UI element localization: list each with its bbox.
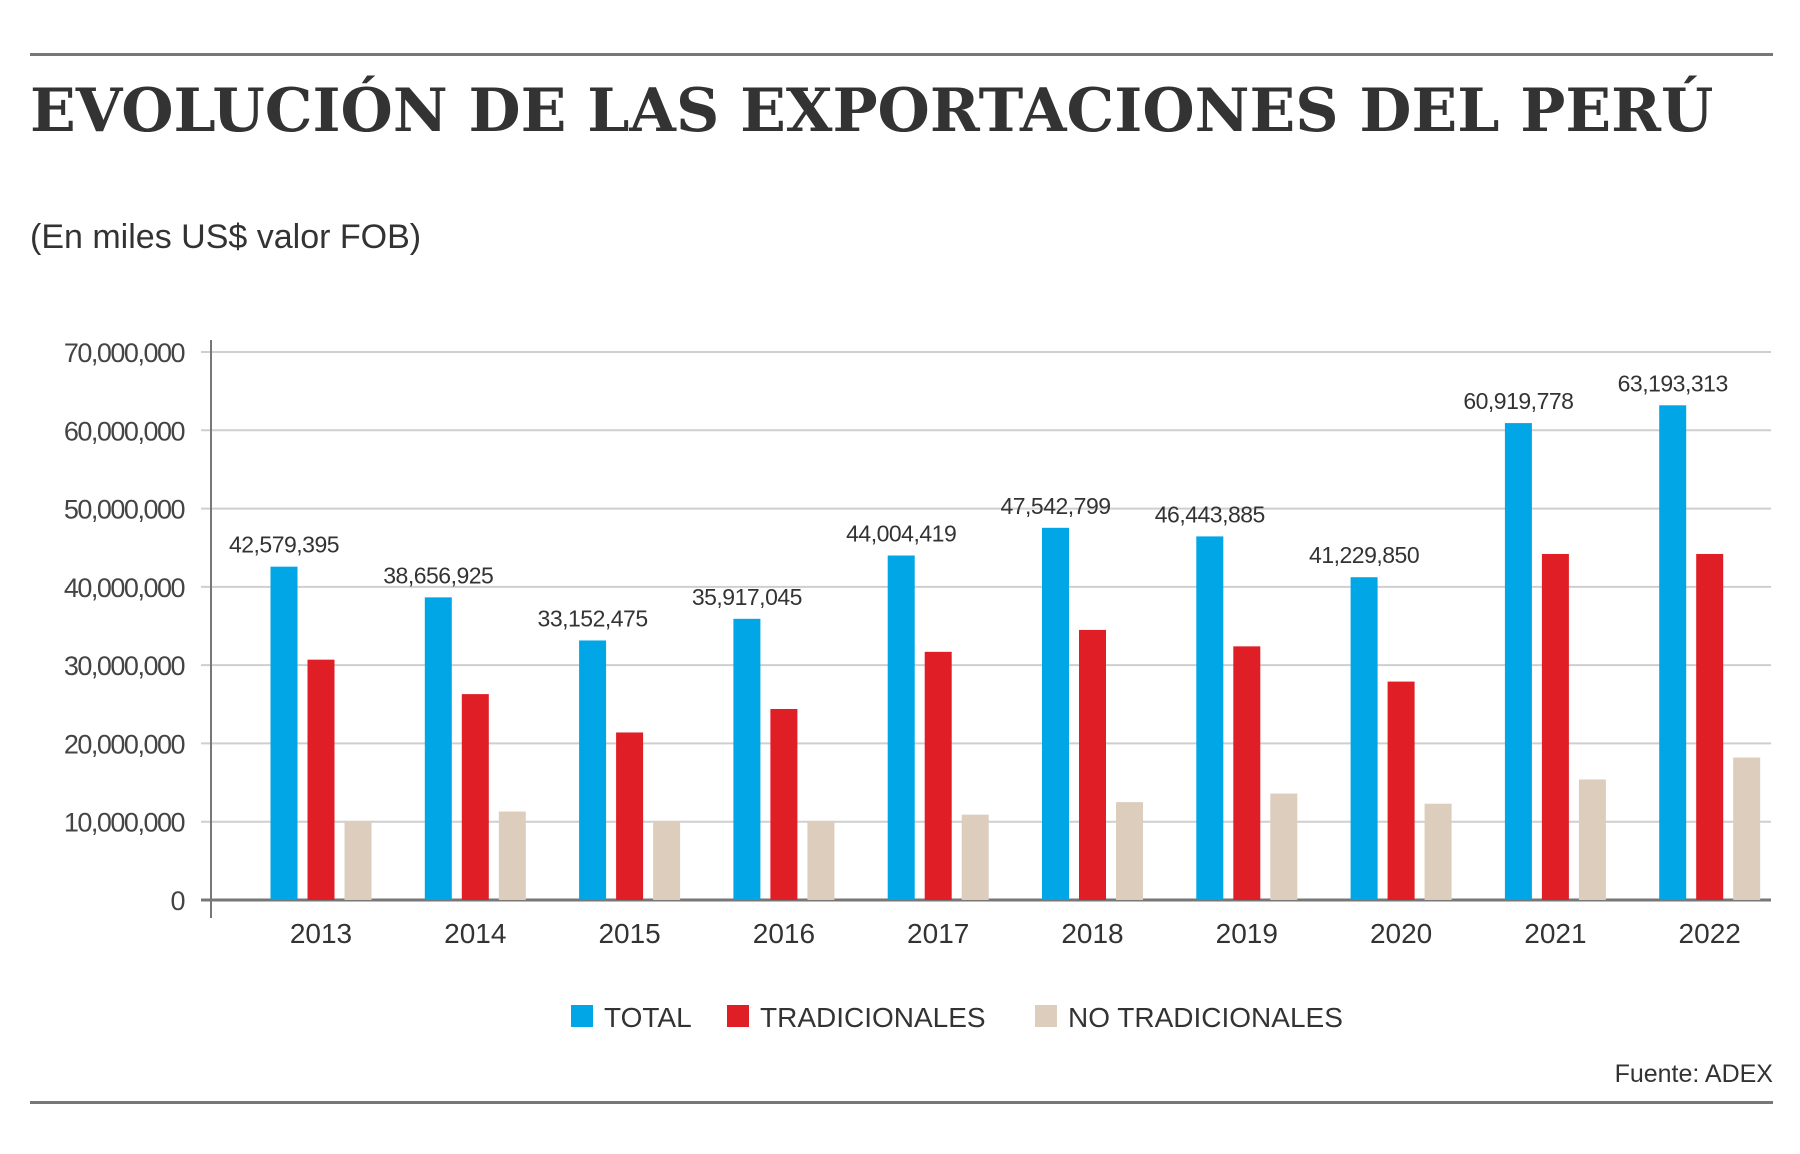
bar-no-tradicionales bbox=[961, 814, 989, 900]
bar-no-tradicionales bbox=[1424, 803, 1452, 900]
bar-no-tradicionales bbox=[1270, 793, 1298, 900]
bar-tradicionales bbox=[1541, 553, 1569, 900]
legend-label: NO TRADICIONALES bbox=[1068, 1002, 1343, 1033]
x-tick-label: 2022 bbox=[1679, 918, 1741, 949]
bar-no-tradicionales bbox=[1116, 802, 1143, 900]
data-label: 35,917,045 bbox=[692, 584, 802, 610]
bar-no-tradicionales bbox=[1578, 779, 1606, 900]
bar-total bbox=[579, 640, 607, 900]
x-tick-label: 2016 bbox=[753, 918, 815, 949]
y-tick-label: 10,000,000 bbox=[64, 808, 185, 838]
bar-tradicionales bbox=[461, 694, 489, 900]
data-label: 33,152,475 bbox=[538, 605, 648, 631]
bar-no-tradicionales bbox=[1733, 757, 1761, 900]
data-label: 47,542,799 bbox=[1000, 493, 1110, 519]
source-note: Fuente: ADEX bbox=[1614, 1060, 1773, 1088]
y-tick-label: 20,000,000 bbox=[64, 729, 185, 759]
x-tick-label: 2020 bbox=[1370, 918, 1432, 949]
bar-tradicionales bbox=[1696, 553, 1724, 900]
y-tick-label: 50,000,000 bbox=[64, 495, 185, 525]
y-tick-label: 70,000,000 bbox=[64, 338, 185, 368]
x-tick-label: 2013 bbox=[290, 918, 352, 949]
bar-total bbox=[1504, 423, 1532, 900]
data-label: 46,443,885 bbox=[1155, 501, 1265, 527]
data-label: 60,919,778 bbox=[1463, 388, 1573, 414]
data-label: 63,193,313 bbox=[1618, 370, 1728, 396]
bar-tradicionales bbox=[770, 708, 798, 900]
top-rule bbox=[30, 53, 1773, 56]
bar-total bbox=[1042, 527, 1069, 900]
y-tick-label: 60,000,000 bbox=[64, 416, 185, 446]
legend-swatch bbox=[1035, 1005, 1057, 1027]
y-tick-label: 0 bbox=[170, 886, 184, 916]
bar-total bbox=[1659, 405, 1687, 900]
data-label: 44,004,419 bbox=[846, 521, 956, 547]
legend-label: TOTAL bbox=[604, 1002, 692, 1033]
chart-subtitle: (En miles US$ valor FOB) bbox=[30, 218, 422, 256]
bar-no-tradicionales bbox=[653, 820, 681, 900]
x-tick-label: 2015 bbox=[598, 918, 660, 949]
bar-tradicionales bbox=[616, 732, 644, 900]
x-tick-label: 2017 bbox=[907, 918, 969, 949]
bar-tradicionales bbox=[307, 659, 335, 900]
y-tick-label: 40,000,000 bbox=[64, 573, 185, 603]
bar-tradicionales bbox=[1233, 646, 1261, 900]
data-label: 42,579,395 bbox=[229, 532, 339, 558]
data-label: 41,229,850 bbox=[1309, 542, 1419, 568]
bar-total bbox=[1196, 536, 1224, 900]
x-tick-label: 2019 bbox=[1216, 918, 1278, 949]
bar-no-tradicionales bbox=[807, 820, 835, 900]
bar-no-tradicionales bbox=[498, 811, 526, 900]
bar-total bbox=[270, 566, 298, 900]
bar-tradicionales bbox=[924, 651, 952, 900]
bar-tradicionales bbox=[1387, 681, 1415, 900]
bottom-rule bbox=[30, 1101, 1773, 1104]
y-tick-label: 30,000,000 bbox=[64, 651, 185, 681]
legend-label: TRADICIONALES bbox=[760, 1002, 986, 1033]
legend-swatch bbox=[727, 1005, 749, 1027]
x-tick-label: 2021 bbox=[1524, 918, 1586, 949]
bar-total bbox=[887, 555, 915, 900]
bar-total bbox=[1350, 577, 1378, 900]
data-label: 38,656,925 bbox=[383, 562, 493, 588]
bar-no-tradicionales bbox=[344, 820, 372, 900]
x-tick-label: 2018 bbox=[1061, 918, 1123, 949]
bar-total bbox=[424, 597, 452, 900]
bar-total bbox=[733, 618, 761, 900]
x-tick-label: 2014 bbox=[444, 918, 506, 949]
bar-tradicionales bbox=[1079, 629, 1106, 900]
legend-swatch bbox=[571, 1005, 593, 1027]
chart-title: EVOLUCIÓN DE LAS EXPORTACIONES DEL PERÚ bbox=[30, 76, 1714, 146]
